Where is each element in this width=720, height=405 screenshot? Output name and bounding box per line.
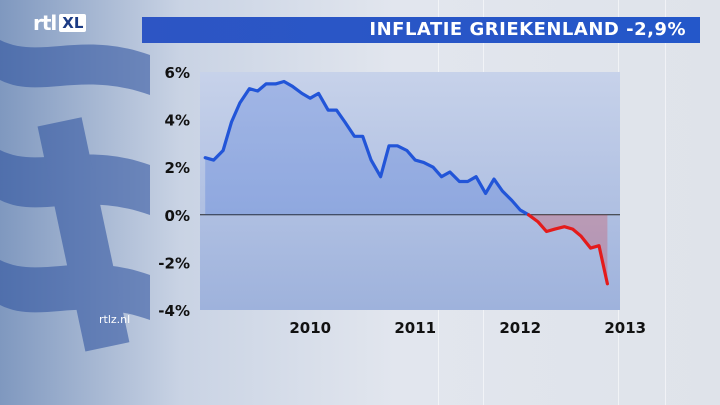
- grid-line: [665, 0, 666, 405]
- greek-flag-decoration: [0, 40, 150, 352]
- x-tick-label: 2011: [394, 319, 436, 337]
- x-tick-label: 2012: [499, 319, 541, 337]
- watermark: rtlz.nl: [99, 313, 131, 326]
- series-line-positive: [203, 79, 531, 217]
- x-tick-label: 2013: [604, 319, 646, 337]
- y-tick-label: -2%: [158, 254, 190, 272]
- logo-rtl: rtl: [33, 11, 57, 35]
- y-tick-label: 6%: [165, 64, 190, 82]
- channel-logo: rtl XL: [33, 11, 87, 35]
- series-line-negative: [527, 213, 609, 286]
- plot-area: [200, 72, 620, 310]
- title-bar: INFLATIE GRIEKENLAND -2,9%: [142, 17, 700, 43]
- x-tick-label: 2010: [289, 319, 331, 337]
- y-tick-label: 0%: [165, 207, 190, 225]
- y-tick-label: -4%: [158, 302, 190, 320]
- chart-title: INFLATIE GRIEKENLAND -2,9%: [369, 19, 686, 40]
- logo-xl: XL: [59, 14, 87, 32]
- y-tick-label: 2%: [165, 159, 190, 177]
- series-area: [205, 81, 529, 215]
- series-area: [528, 214, 608, 284]
- y-tick-label: 4%: [165, 112, 190, 130]
